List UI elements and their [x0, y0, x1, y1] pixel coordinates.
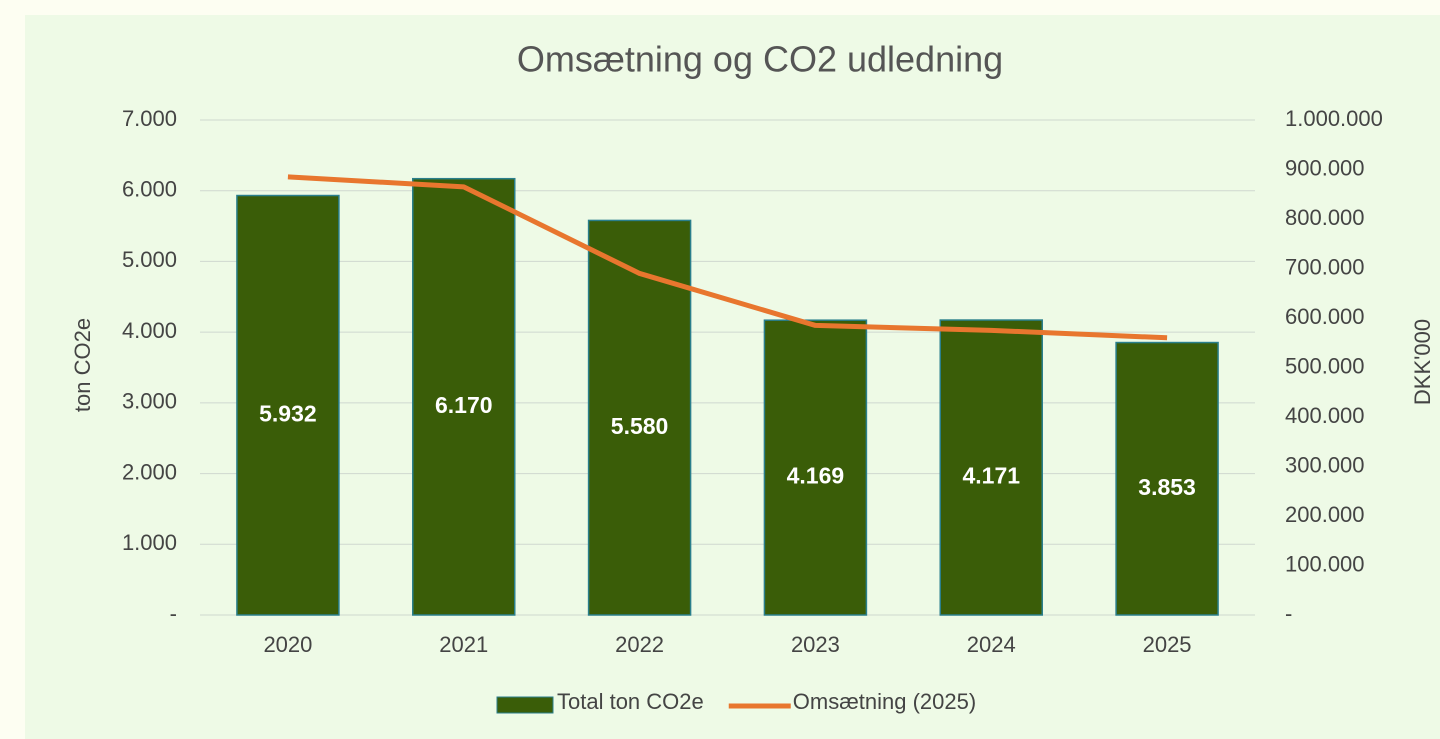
- data-label: 5.580: [611, 413, 669, 439]
- legend-swatch: [496, 696, 554, 714]
- y2-tick-label: 100.000: [1285, 551, 1365, 576]
- x-tick-label: 2020: [263, 632, 312, 657]
- legend-label: Omsætning (2025): [793, 689, 976, 714]
- y-axis-label: ton CO2e: [70, 318, 95, 412]
- data-label: 4.169: [787, 463, 845, 489]
- data-label: 3.853: [1138, 474, 1196, 500]
- y-tick-label: 2.000: [122, 459, 177, 484]
- y2-tick-label: 1.000.000: [1285, 106, 1383, 131]
- chart-title: Omsætning og CO2 udledning: [517, 39, 1003, 80]
- y-tick-label: 7.000: [122, 106, 177, 131]
- y2-axis-label: DKK'000: [1410, 319, 1435, 405]
- y2-tick-label: 300.000: [1285, 452, 1365, 477]
- y-tick-label: 4.000: [122, 318, 177, 343]
- x-tick-label: 2023: [791, 632, 840, 657]
- y2-tick-label: 200.000: [1285, 502, 1365, 527]
- data-label: 4.171: [962, 463, 1020, 489]
- line: [287, 174, 1168, 341]
- data-label: 5.932: [259, 400, 317, 426]
- y-tick-label: 5.000: [122, 247, 177, 272]
- y2-tick-label: 700.000: [1285, 254, 1365, 279]
- x-tick-label: 2021: [439, 632, 488, 657]
- bar: [763, 319, 868, 616]
- legend-label: Total ton CO2e: [557, 689, 704, 714]
- y2-tick-label: 900.000: [1285, 155, 1365, 180]
- x-tick-label: 2022: [615, 632, 664, 657]
- y-tick-label: 6.000: [122, 177, 177, 202]
- y-tick-label: 1.000: [122, 530, 177, 555]
- bar: [1115, 341, 1219, 616]
- y2-tick-label: 800.000: [1285, 205, 1365, 230]
- bar: [236, 194, 340, 616]
- y2-tick-label: 400.000: [1285, 403, 1365, 428]
- data-label: 6.170: [435, 392, 493, 418]
- x-tick-label: 2025: [1143, 632, 1192, 657]
- bar: [939, 319, 1043, 616]
- bar: [412, 177, 516, 616]
- y2-tick-label: 600.000: [1285, 304, 1365, 329]
- y2-tick-label: -: [1285, 601, 1292, 626]
- y2-tick-label: 500.000: [1285, 353, 1365, 378]
- y-tick-label: -: [170, 601, 177, 626]
- x-tick-label: 2024: [967, 632, 1016, 657]
- bar: [587, 219, 692, 616]
- y-tick-label: 3.000: [122, 389, 177, 414]
